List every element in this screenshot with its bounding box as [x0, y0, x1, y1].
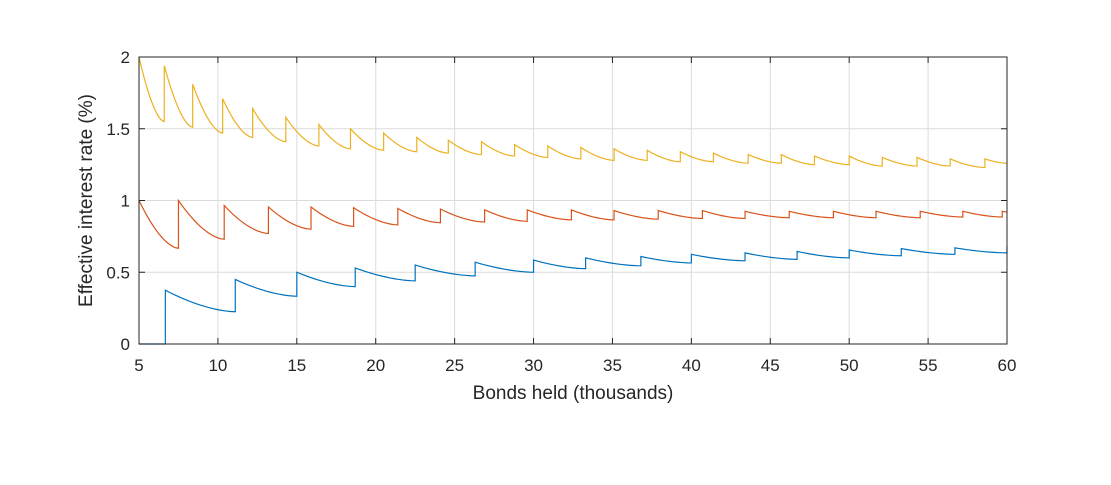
- x-tick-label: 15: [287, 356, 306, 375]
- y-tick-label: 0.5: [106, 263, 130, 282]
- y-tick-label: 0: [121, 335, 130, 354]
- series-line-mid: [138, 198, 1008, 250]
- x-tick-label: 30: [524, 356, 543, 375]
- x-tick-label: 50: [840, 356, 859, 375]
- y-axis-label: Effective interest rate (%): [76, 94, 97, 307]
- x-axis-label: Bonds held (thousands): [473, 383, 674, 404]
- x-tick-label: 45: [761, 356, 780, 375]
- x-tick-label: 35: [603, 356, 622, 375]
- grid: [138, 56, 1008, 345]
- x-tick-label: 20: [366, 356, 385, 375]
- x-tick-label: 25: [445, 356, 464, 375]
- series-line-high: [138, 56, 1008, 169]
- series-group: [138, 56, 1008, 345]
- y-tick-label: 2: [121, 48, 130, 67]
- series-line-low: [139, 247, 1008, 345]
- y-tick-label: 1.5: [106, 120, 130, 139]
- ticks: 5 10 15 20 25 30 35 40 45 50 55 60 0 0.5 1 1.5 2: [106, 48, 1016, 375]
- y-tick-label: 1: [121, 192, 130, 211]
- x-tick-label: 10: [208, 356, 227, 375]
- x-tick-label: 5: [134, 356, 143, 375]
- x-tick-label: 55: [919, 356, 938, 375]
- x-tick-label: 40: [682, 356, 701, 375]
- x-tick-label: 60: [998, 356, 1017, 375]
